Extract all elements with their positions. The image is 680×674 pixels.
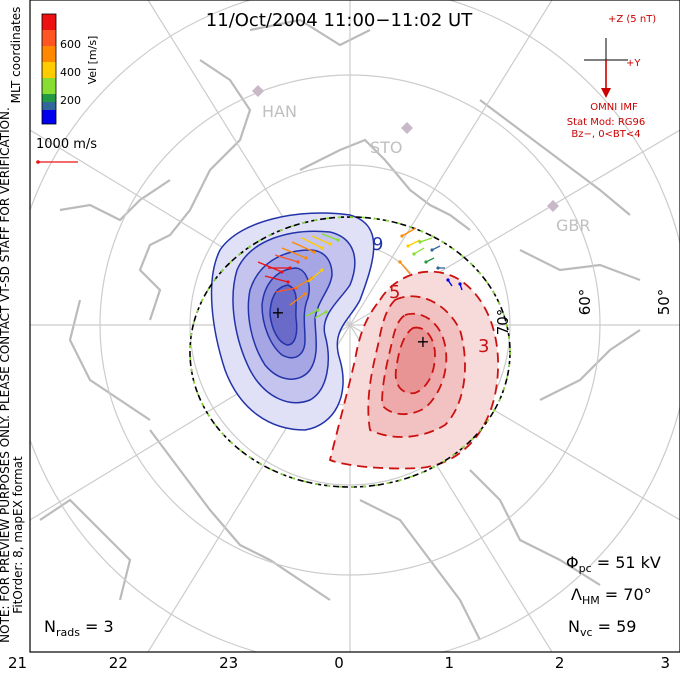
mlt-tick-label: 23 bbox=[219, 654, 238, 672]
phi-value: = 51 kV bbox=[592, 553, 661, 572]
mlt-tick-label: 3 bbox=[660, 654, 670, 672]
station-label-sto: STO bbox=[370, 138, 403, 157]
mlt-tick-label: 0 bbox=[334, 654, 344, 672]
lambda-symbol: Λ bbox=[571, 585, 582, 604]
dusk-cell: + bbox=[210, 212, 375, 431]
colorbar-tick-400: 400 bbox=[60, 66, 81, 79]
colorbar-label: Vel [m/s] bbox=[86, 36, 99, 85]
station-markers: HAN STO GBR bbox=[252, 85, 591, 235]
colorbar-swatch-4 bbox=[42, 62, 56, 78]
cell-marker-dawn: + bbox=[416, 332, 429, 351]
mlt-tick-label: 2 bbox=[555, 654, 565, 672]
imf-model: Stat Mod: RG96 bbox=[567, 117, 646, 128]
page-title: 11/Oct/2004 11:00−11:02 UT bbox=[206, 10, 473, 31]
cell-marker-dusk: + bbox=[271, 303, 284, 322]
station-marker-sto bbox=[401, 122, 413, 134]
lat-label-60: 60° bbox=[576, 289, 594, 316]
imf-arrowhead bbox=[601, 88, 611, 98]
lat-label-50: 50° bbox=[655, 289, 673, 316]
svg-text:Φpc = 51 kV: Φpc = 51 kV bbox=[566, 553, 661, 575]
colorbar-swatch-5 bbox=[42, 78, 56, 94]
phi-symbol: Φ bbox=[566, 553, 579, 572]
station-marker-han bbox=[252, 85, 264, 97]
lat-label-70: 70° bbox=[494, 309, 512, 336]
preview-note: NOTE: FOR PREVIEW PURPOSES ONLY. PLEASE … bbox=[0, 107, 12, 643]
lambda-subscript: HM bbox=[582, 594, 600, 607]
mlt-tick-label: 22 bbox=[109, 654, 128, 672]
contour-label-5: 5 bbox=[389, 282, 400, 303]
svg-text:Nrads = 3: Nrads = 3 bbox=[44, 617, 114, 639]
nrads-subscript: rads bbox=[56, 626, 80, 639]
colorbar-swatch-7 bbox=[42, 102, 56, 110]
hm-boundary-green bbox=[189, 216, 511, 488]
svg-text:ΛHM = 70°: ΛHM = 70° bbox=[571, 585, 652, 607]
imf-y-label: +Y bbox=[626, 58, 641, 69]
velocity-colorbar: 600 400 200 Vel [m/s] bbox=[41, 13, 99, 125]
colorbar-swatch-2 bbox=[42, 30, 56, 46]
scale-label: 1000 m/s bbox=[36, 137, 97, 152]
colorbar-tick-200: 200 bbox=[60, 94, 81, 107]
mlt-tick-label: 1 bbox=[445, 654, 455, 672]
imf-indicator: +Z (5 nT) +Y OMNI IMF Stat Mod: RG96 Bz−… bbox=[567, 14, 657, 140]
svg-text:Nvc = 59: Nvc = 59 bbox=[568, 617, 636, 639]
colorbar-swatch-6 bbox=[42, 94, 56, 102]
station-label-han: HAN bbox=[262, 102, 297, 121]
stats-panel: Φpc = 51 kV ΛHM = 70° Nvc = 59 Nrads = 3 bbox=[44, 553, 661, 639]
nvc-symbol: N bbox=[568, 617, 580, 636]
coastlines bbox=[39, 18, 641, 641]
imf-condition: Bz−, 0<BT<4 bbox=[571, 129, 640, 140]
imf-source: OMNI IMF bbox=[590, 102, 638, 113]
nvc-value: = 59 bbox=[593, 617, 637, 636]
contour-label-3: 3 bbox=[478, 336, 489, 357]
nrads-value: = 3 bbox=[80, 617, 114, 636]
imf-z-label: +Z (5 nT) bbox=[608, 14, 656, 25]
station-label-gbr: GBR bbox=[556, 216, 591, 235]
contour-label-9: 9 bbox=[372, 234, 383, 255]
dawn-cell: + bbox=[328, 270, 499, 470]
colorbar-swatch-3 bbox=[42, 46, 56, 62]
lambda-value: = 70° bbox=[600, 585, 652, 604]
plot-frame bbox=[29, 0, 680, 653]
mlt-tick-label: 21 bbox=[8, 654, 27, 672]
velocity-vectors bbox=[257, 227, 463, 319]
colorbar-swatch-8 bbox=[42, 110, 56, 124]
nrads-symbol: N bbox=[44, 617, 56, 636]
fit-order: FitOrder: 8, mapEX format bbox=[11, 456, 25, 614]
station-marker-gbr bbox=[547, 200, 559, 212]
colorbar-swatch-1 bbox=[42, 14, 56, 30]
coords-label: MLT coordinates bbox=[9, 7, 23, 104]
mlt-axis: 21 22 23 0 1 2 3 bbox=[8, 654, 670, 672]
colorbar-tick-600: 600 bbox=[60, 38, 81, 51]
phi-subscript: pc bbox=[579, 562, 592, 575]
nvc-subscript: vc bbox=[580, 626, 593, 639]
